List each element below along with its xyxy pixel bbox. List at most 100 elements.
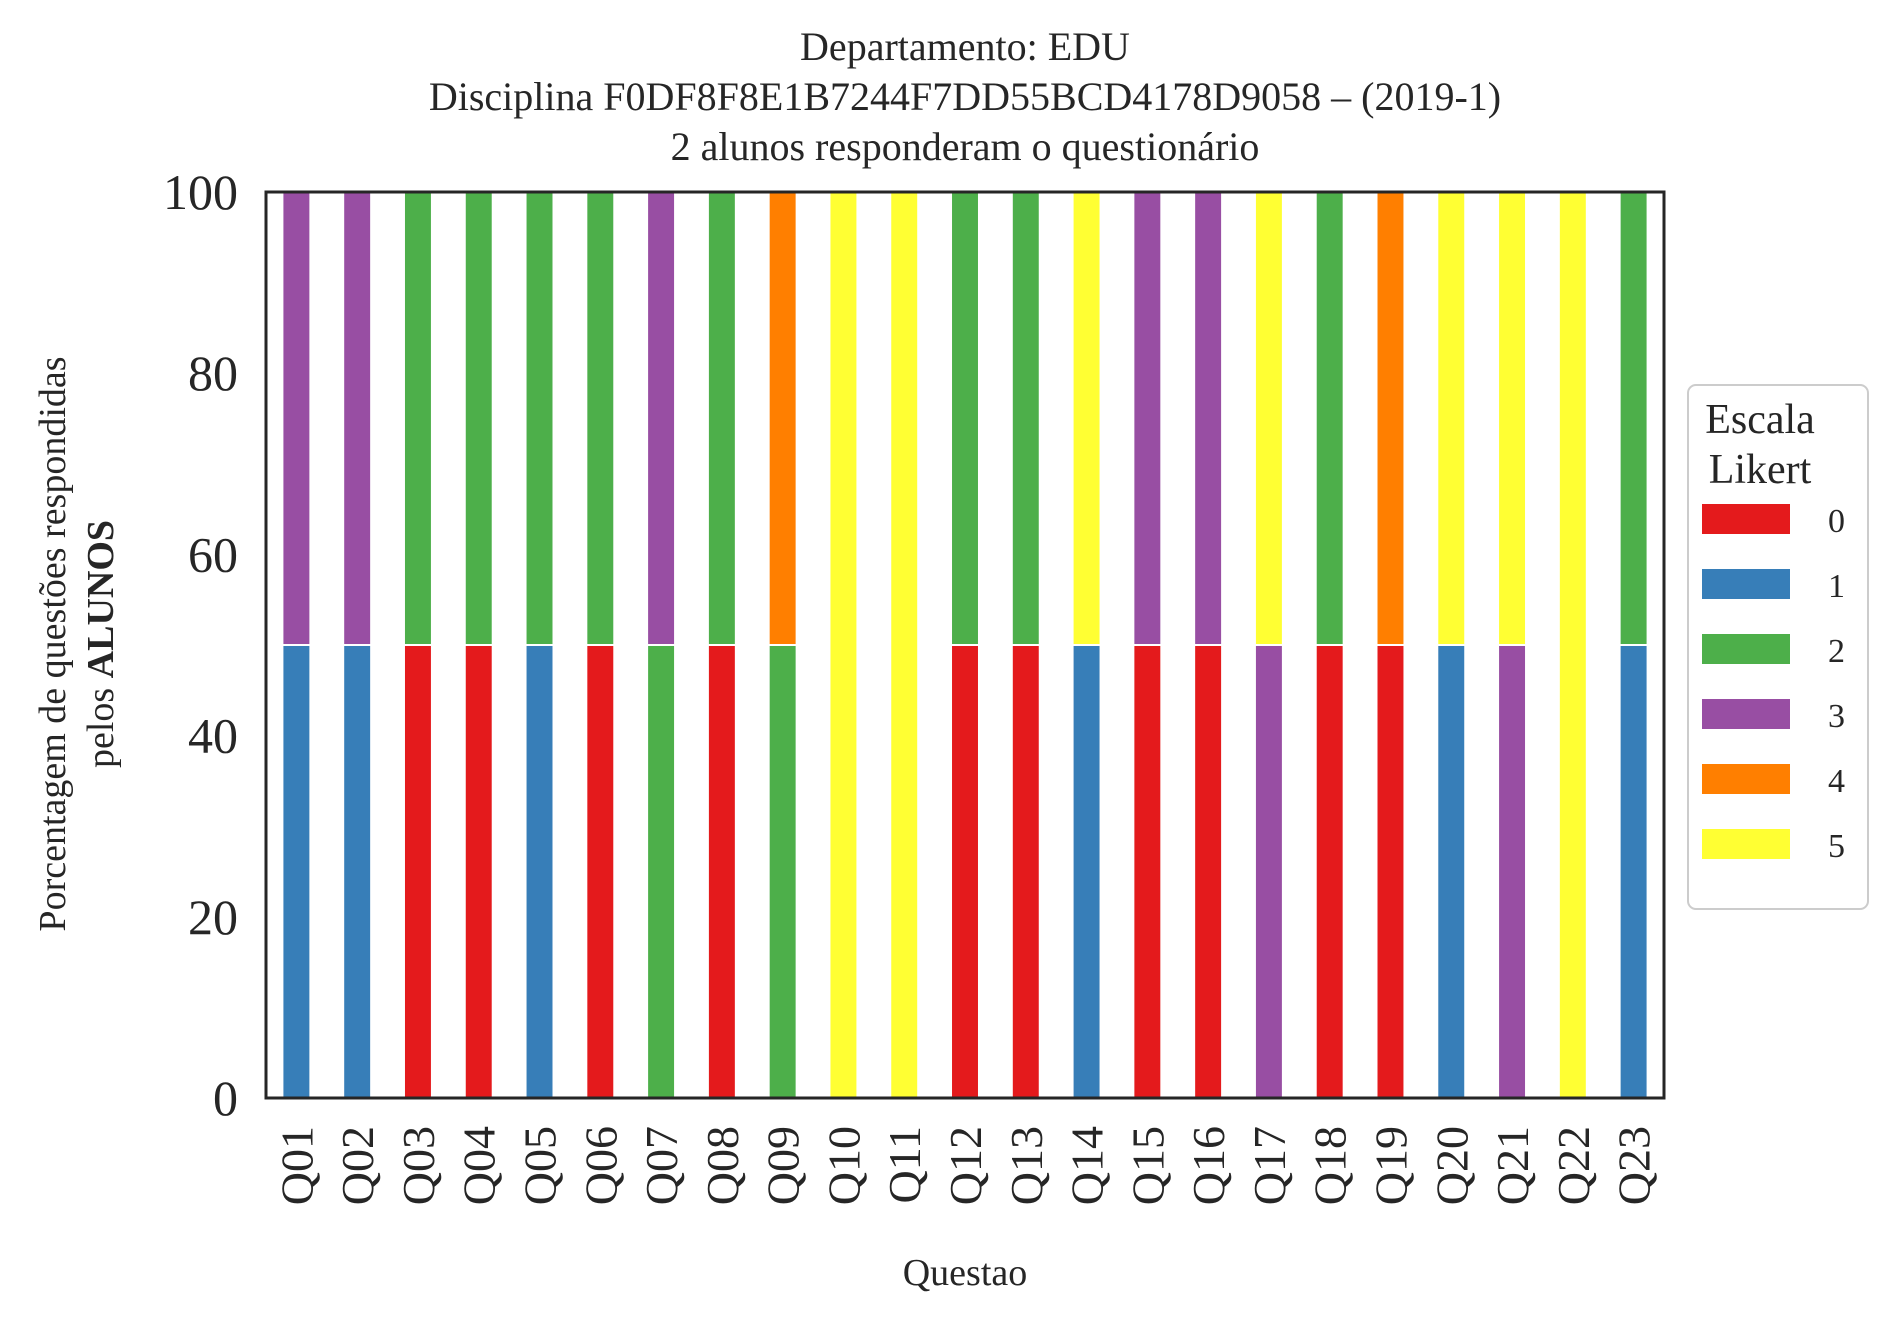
legend-title-line-1: Escala: [1705, 397, 1815, 443]
x-tick-label: Q20: [1426, 1126, 1477, 1205]
x-axis-label: Questao: [903, 1252, 1028, 1294]
bar-q12-likert-0: [950, 644, 980, 1099]
y-axis-label-bold: ALUNOS: [80, 520, 122, 678]
legend-label-0: 0: [1828, 503, 1845, 540]
x-tick-label: Q08: [697, 1126, 748, 1205]
y-axis-label-line-1: Porcentagem de questões respondidas: [32, 356, 74, 931]
bar-q07-likert-2: [646, 644, 677, 1099]
chart-title-line-2: Disciplina F0DF8F8E1B7244F7DD55BCD4178D9…: [429, 74, 1501, 119]
bar-q09-likert-4: [767, 191, 798, 646]
chart-title-line-1: Departamento: EDU: [800, 24, 1130, 69]
x-tick-label: Q03: [393, 1126, 444, 1205]
x-tick-label: Q16: [1183, 1126, 1234, 1205]
legend-label-5: 5: [1828, 828, 1845, 865]
bar-q19-likert-0: [1375, 644, 1406, 1099]
bar-q08-likert-2: [706, 191, 737, 646]
bar-q18-likert-2: [1314, 191, 1345, 646]
y-axis-label-line-2: pelos ALUNOS: [80, 520, 122, 768]
x-tick-label: Q14: [1062, 1126, 1113, 1205]
x-tick-label: Q23: [1609, 1126, 1660, 1205]
x-tick-label: Q15: [1122, 1126, 1173, 1205]
x-tick-label: Q05: [515, 1126, 566, 1205]
legend-swatch-3: [1702, 699, 1790, 729]
x-tick-label: Q02: [332, 1126, 383, 1205]
bar-q08-likert-0: [706, 644, 737, 1099]
bar-q13-likert-2: [1010, 191, 1041, 646]
bar-q17-likert-3: [1253, 644, 1284, 1099]
bar-q21-likert-5: [1497, 191, 1528, 646]
bar-q07-likert-3: [646, 191, 677, 646]
bar-q16-likert-0: [1193, 644, 1224, 1099]
legend-title-line-2: Likert: [1709, 447, 1812, 493]
bar-q01-likert-3: [281, 191, 312, 646]
bar-q03-likert-2: [402, 191, 433, 646]
bar-q04-likert-2: [463, 191, 494, 646]
legend-label-3: 3: [1828, 698, 1845, 735]
legend-items: 0 1 2 3 4 5: [1702, 503, 1845, 865]
bar-q02-likert-1: [342, 644, 373, 1099]
bar-q14-likert-5: [1071, 191, 1102, 646]
bar-q21-likert-3: [1497, 644, 1528, 1099]
bar-q11-likert-5: [889, 191, 920, 1099]
legend-label-4: 4: [1828, 763, 1845, 800]
bar-q10-likert-5: [828, 191, 859, 1099]
bar-q20-likert-1: [1436, 644, 1467, 1099]
bar-q15-likert-3: [1132, 191, 1163, 646]
y-tick-label: 40: [188, 708, 238, 764]
y-tick-label: 60: [188, 526, 238, 582]
bar-q18-likert-0: [1314, 644, 1345, 1099]
bar-q12-likert-2: [950, 191, 980, 646]
y-axis-label-prefix: pelos: [80, 678, 122, 768]
x-tick-label: Q19: [1365, 1126, 1416, 1205]
legend: Escala Likert 0 1 2 3 4 5: [1687, 384, 1869, 910]
bar-q01-likert-1: [281, 644, 312, 1099]
plot-frame: [264, 190, 1666, 1100]
x-tick-label: Q04: [454, 1126, 505, 1205]
legend-swatch-1: [1702, 569, 1790, 599]
x-tick-label: Q01: [271, 1126, 322, 1205]
x-tick-label: Q06: [575, 1126, 626, 1205]
bar-q15-likert-0: [1132, 644, 1163, 1099]
legend-label-1: 1: [1828, 568, 1845, 605]
y-tick-label: 80: [188, 345, 238, 401]
x-tick-label: Q07: [636, 1126, 687, 1205]
x-ticks-group: Q01 Q02 Q03 Q04 Q05 Q06 Q07 Q08 Q09 Q10 Q11 Q12 Q13 Q…: [271, 1126, 1659, 1205]
y-tick-label: 0: [213, 1070, 238, 1126]
legend-swatch-5: [1702, 829, 1790, 859]
bar-q06-likert-2: [585, 191, 616, 646]
y-ticks-group: 0 20 40 60 80 100: [163, 164, 238, 1126]
bar-q05-likert-2: [524, 191, 555, 646]
bar-q17-likert-5: [1253, 191, 1284, 646]
legend-swatch-4: [1702, 764, 1790, 794]
bar-q22-likert-5: [1557, 191, 1588, 1099]
bar-q14-likert-1: [1071, 644, 1102, 1099]
bar-q23-likert-1: [1618, 644, 1649, 1099]
bar-q13-likert-0: [1010, 644, 1041, 1099]
bar-q06-likert-0: [585, 644, 616, 1099]
y-tick-label: 100: [163, 164, 238, 220]
legend-label-2: 2: [1828, 633, 1845, 670]
x-tick-label: Q22: [1548, 1126, 1599, 1205]
bar-q20-likert-5: [1436, 191, 1467, 646]
x-tick-label: Q09: [758, 1126, 809, 1205]
y-tick-label: 20: [188, 889, 238, 945]
legend-swatch-0: [1702, 504, 1790, 534]
bar-q09-likert-2: [767, 644, 798, 1099]
x-tick-label: Q12: [940, 1126, 991, 1205]
bar-q19-likert-4: [1375, 191, 1406, 646]
bar-q04-likert-0: [463, 644, 494, 1099]
chart-title-line-3: 2 alunos responderam o questionário: [671, 124, 1260, 169]
x-tick-label: Q18: [1305, 1126, 1356, 1205]
bar-q23-likert-2: [1618, 191, 1649, 646]
x-tick-label: Q13: [1001, 1126, 1052, 1205]
bar-q16-likert-3: [1193, 191, 1224, 646]
legend-swatch-2: [1702, 634, 1790, 664]
bar-q03-likert-0: [402, 644, 433, 1099]
x-tick-label: Q11: [879, 1126, 930, 1204]
bar-q02-likert-3: [342, 191, 373, 646]
bar-q05-likert-1: [524, 644, 555, 1099]
x-tick-label: Q21: [1487, 1126, 1538, 1205]
bars-group: [281, 191, 1649, 1099]
x-tick-label: Q10: [818, 1126, 869, 1205]
